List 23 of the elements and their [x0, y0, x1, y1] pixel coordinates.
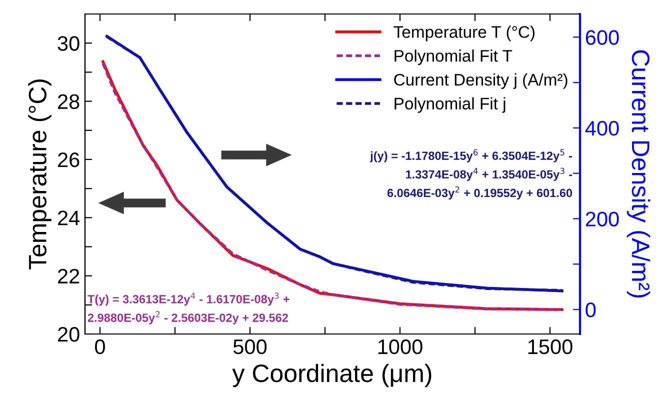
y-tick-label: 22 [58, 268, 80, 284]
x-tick-label: 0 [95, 339, 105, 354]
y2-axis-title: Current Density (A/m²) [626, 50, 650, 298]
x-axis-title: y Coordinate (μm) [232, 364, 432, 388]
y2-tick-label: 0 [586, 302, 596, 318]
y2-tick-label: 400 [585, 120, 619, 136]
x-tick-label: 1000 [378, 339, 422, 354]
y-axis-title: Temperature (°C) [28, 80, 52, 270]
y2-tick-label: 200 [586, 212, 619, 226]
legend-label: Temperature T (°C) [394, 26, 534, 42]
y-tick-label: 28 [58, 94, 80, 110]
y-tick-label: 30 [58, 36, 80, 51]
y-tick-label: 20 [58, 327, 80, 342]
legend-label: Polynomial Fit j [394, 97, 506, 113]
text: T(y) = 3.3613E-12y$^{4}$ - 1.6170E-08y$^{3}$ + 2.9880E-05y$^{2}$ - 2.5603E-02y + 29.562 [88, 292, 290, 324]
x-tick-label: 1500 [528, 339, 572, 354]
legend-label: Polynomial Fit T [394, 50, 512, 66]
y-tick-label: 26 [58, 152, 80, 168]
y2-tick-label: 600 [586, 30, 619, 45]
x-tick-label: 500 [233, 339, 267, 354]
legend-label: Current Density j (A/m²) [394, 73, 568, 89]
y-tick-label: 24 [58, 210, 80, 226]
text: j(y) = -1.1780E-15y$^{6}$ + 6.3504E-12y$^{5}$ - 1.3374E-08y$^{4}$ + 1.3540E-05y$^{3}$ - 6.0646E-03y$^{2}$ + 0.19552y + 601.60 [370, 149, 572, 200]
